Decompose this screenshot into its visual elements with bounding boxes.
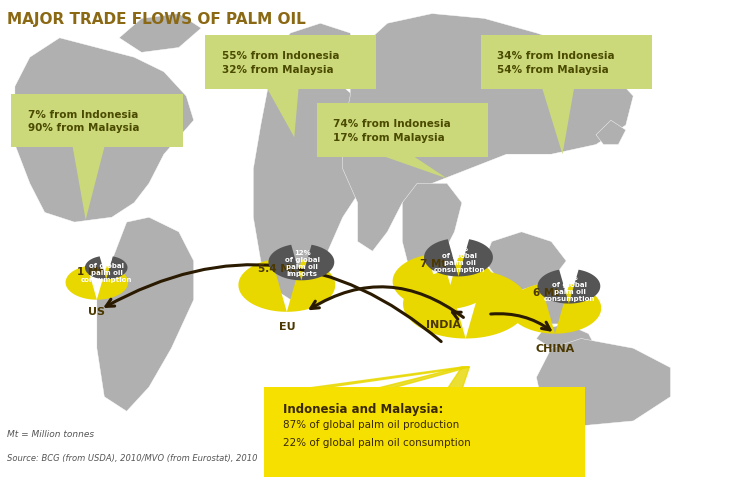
- Text: 5.4 Mt: 5.4 Mt: [259, 263, 296, 273]
- Polygon shape: [536, 339, 670, 426]
- Text: 55% from Indonesia
32% from Malaysia: 55% from Indonesia 32% from Malaysia: [222, 51, 339, 75]
- Text: 34% from Indonesia
54% from Malaysia: 34% from Indonesia 54% from Malaysia: [498, 51, 615, 75]
- Polygon shape: [393, 255, 494, 310]
- Text: 12%
of global
palm oil
consumption: 12% of global palm oil consumption: [544, 274, 595, 301]
- Polygon shape: [403, 272, 528, 339]
- Text: INDIA: INDIA: [425, 319, 461, 330]
- Polygon shape: [542, 87, 574, 155]
- FancyBboxPatch shape: [264, 387, 585, 477]
- Polygon shape: [298, 367, 469, 390]
- Polygon shape: [402, 184, 462, 281]
- Text: Indonesia and Malaysia:: Indonesia and Malaysia:: [283, 402, 443, 415]
- Text: 7% from Indonesia
90% from Malaysia: 7% from Indonesia 90% from Malaysia: [28, 109, 139, 133]
- Polygon shape: [253, 77, 372, 300]
- Polygon shape: [537, 270, 600, 304]
- Text: MAJOR TRADE FLOWS OF PALM OIL: MAJOR TRADE FLOWS OF PALM OIL: [7, 12, 306, 27]
- Polygon shape: [268, 245, 335, 281]
- Polygon shape: [66, 266, 128, 300]
- Polygon shape: [484, 232, 566, 290]
- Polygon shape: [343, 15, 633, 252]
- Polygon shape: [268, 24, 358, 87]
- Polygon shape: [85, 257, 127, 280]
- Polygon shape: [261, 48, 291, 68]
- FancyBboxPatch shape: [205, 36, 376, 90]
- Text: 14%
of global
palm oil
consumption: 14% of global palm oil consumption: [434, 245, 485, 272]
- Text: 87% of global palm oil production: 87% of global palm oil production: [283, 420, 460, 430]
- Polygon shape: [97, 218, 194, 411]
- Text: CHINA: CHINA: [536, 343, 574, 353]
- Polygon shape: [447, 367, 469, 390]
- FancyBboxPatch shape: [317, 104, 488, 157]
- Polygon shape: [238, 260, 335, 312]
- Polygon shape: [499, 290, 581, 324]
- Text: 12%
of global
palm oil
imports: 12% of global palm oil imports: [285, 250, 320, 277]
- Polygon shape: [372, 367, 469, 390]
- Polygon shape: [536, 324, 596, 353]
- Polygon shape: [119, 15, 201, 53]
- Polygon shape: [424, 240, 493, 277]
- Text: 6 Mt: 6 Mt: [533, 287, 559, 297]
- Text: US: US: [89, 306, 105, 316]
- Text: 7 Mt: 7 Mt: [420, 258, 446, 269]
- Text: 22% of global palm oil consumption: 22% of global palm oil consumption: [283, 437, 471, 447]
- Polygon shape: [15, 39, 194, 223]
- Polygon shape: [509, 284, 601, 334]
- Polygon shape: [378, 155, 447, 179]
- Text: Mt = Million tonnes: Mt = Million tonnes: [7, 429, 95, 438]
- FancyBboxPatch shape: [481, 36, 652, 90]
- Text: Source: BCG (from USDA), 2010/MVO (from Eurostat), 2010: Source: BCG (from USDA), 2010/MVO (from …: [7, 453, 258, 462]
- Polygon shape: [266, 87, 299, 138]
- Text: 2%
of global
palm oil
consumption: 2% of global palm oil consumption: [81, 255, 133, 282]
- Polygon shape: [72, 145, 105, 220]
- Polygon shape: [596, 121, 626, 145]
- Text: 74% from Indonesia
17% from Malaysia: 74% from Indonesia 17% from Malaysia: [334, 119, 451, 142]
- Text: 1 Mt: 1 Mt: [77, 267, 104, 277]
- Text: EU: EU: [279, 322, 295, 332]
- FancyBboxPatch shape: [11, 94, 183, 148]
